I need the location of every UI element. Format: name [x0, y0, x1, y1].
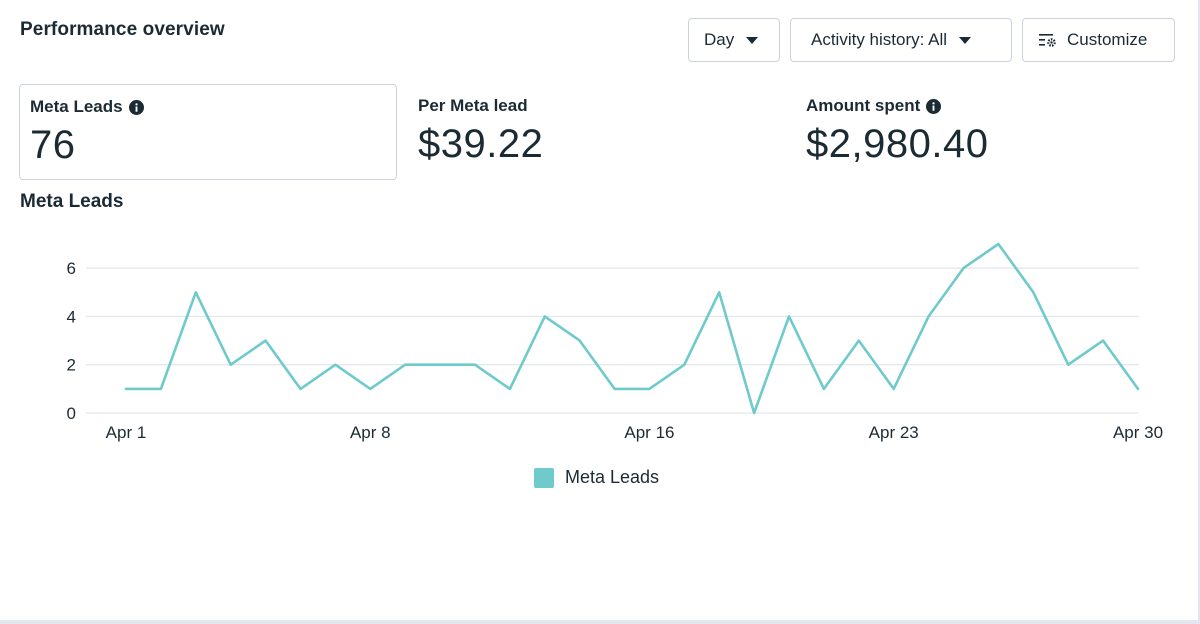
activity-history-dropdown-button[interactable]: Activity history: All [790, 18, 1012, 62]
customize-label: Customize [1067, 30, 1148, 49]
customize-settings-icon [1039, 34, 1056, 47]
y-tick-label: 6 [67, 259, 76, 278]
data-point[interactable] [612, 386, 618, 392]
chart-legend[interactable]: Meta Leads [534, 467, 659, 488]
data-point[interactable] [891, 386, 897, 392]
data-point[interactable] [961, 265, 967, 271]
data-point[interactable] [123, 386, 129, 392]
y-tick-label: 0 [67, 404, 76, 423]
data-point[interactable] [577, 338, 583, 344]
data-point[interactable] [542, 313, 548, 319]
day-dropdown-button[interactable]: Day [688, 18, 780, 62]
data-point[interactable] [716, 289, 722, 295]
data-point[interactable] [332, 362, 338, 368]
data-point[interactable] [1030, 289, 1036, 295]
caret-down-icon [959, 36, 972, 44]
chart-title: Meta Leads [20, 191, 124, 212]
metric-label-wrap: Meta Leads [30, 97, 144, 117]
data-point[interactable] [751, 410, 757, 416]
caret-down-icon [746, 36, 759, 44]
data-point[interactable] [402, 362, 408, 368]
activity-history-label: Activity history: All [811, 30, 948, 49]
x-tick-label: Apr 16 [624, 423, 674, 442]
metric-value: 76 [30, 123, 76, 167]
x-tick-label: Apr 23 [869, 423, 919, 442]
data-point[interactable] [681, 362, 687, 368]
metric-label: Per Meta lead [418, 96, 528, 115]
metric-label: Amount spent [806, 96, 921, 115]
data-point[interactable] [856, 338, 862, 344]
data-point[interactable] [1135, 386, 1141, 392]
day-dropdown-label: Day [704, 30, 735, 49]
x-tick-label: Apr 30 [1113, 423, 1163, 442]
data-point[interactable] [821, 386, 827, 392]
legend-swatch [534, 467, 554, 488]
data-point[interactable] [1100, 338, 1106, 344]
info-icon[interactable] [926, 98, 942, 114]
meta-leads-line-chart: 0 2 4 6 Apr 1 Apr 8 Apr 16 Apr 23 Apr 30 [67, 241, 1163, 442]
data-point[interactable] [786, 313, 792, 319]
data-point[interactable] [437, 362, 443, 368]
data-point[interactable] [193, 289, 199, 295]
data-point[interactable] [926, 313, 932, 319]
customize-button[interactable]: Customize [1022, 18, 1175, 62]
x-tick-label: Apr 8 [350, 423, 391, 442]
data-point[interactable] [1065, 362, 1071, 368]
metric-card-meta-leads[interactable]: Meta Leads 76 [19, 84, 397, 180]
y-tick-label: 4 [67, 307, 76, 326]
y-tick-label: 2 [67, 356, 76, 375]
data-point[interactable] [646, 386, 652, 392]
series-line[interactable] [124, 242, 1140, 415]
legend-label: Meta Leads [565, 467, 660, 487]
metric-value: $39.22 [418, 122, 544, 166]
data-point[interactable] [158, 386, 164, 392]
metric-label-wrap: Per Meta lead [418, 96, 528, 116]
data-point[interactable] [507, 386, 513, 392]
data-point[interactable] [995, 241, 1001, 247]
data-point[interactable] [367, 386, 373, 392]
metric-label-wrap: Amount spent [806, 96, 942, 116]
data-point[interactable] [228, 362, 234, 368]
page-title: Performance overview [20, 19, 225, 40]
data-point[interactable] [263, 338, 269, 344]
x-tick-label: Apr 1 [106, 423, 147, 442]
metric-value: $2,980.40 [806, 122, 989, 166]
metric-label: Meta Leads [30, 97, 123, 116]
data-point[interactable] [472, 362, 478, 368]
metric-per-meta-lead: Per Meta lead $39.22 [418, 84, 758, 180]
metric-amount-spent: Amount spent $2,980.40 [806, 84, 1166, 180]
info-icon[interactable] [128, 99, 144, 115]
data-point[interactable] [297, 386, 303, 392]
